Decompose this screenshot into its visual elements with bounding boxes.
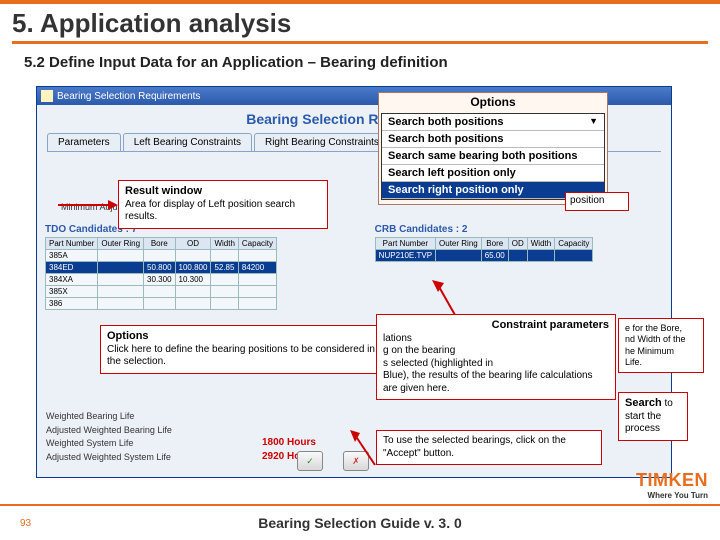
callout-constraint-side: e for the Bore, nd Width of the he Minim… (618, 318, 704, 373)
slide-footer: 93 Bearing Selection Guide v. 3. 0 (0, 504, 720, 540)
timken-logo: TIMKEN (636, 470, 708, 491)
options-title: Options (379, 93, 607, 111)
callout-options: Options Click here to define the bearing… (100, 325, 396, 374)
brand-block: TIMKEN Where You Turn (636, 470, 708, 500)
right-table: Part NumberOuter RingBoreODWidthCapacity… (375, 237, 594, 262)
callout-body: position (570, 195, 604, 206)
callout-search: Search to start the process (618, 392, 688, 441)
check-icon: ✓ (306, 456, 314, 467)
window-icon (41, 90, 53, 102)
accept-button[interactable]: ✓ (297, 451, 323, 471)
footer-title: Bearing Selection Guide v. 3. 0 (258, 515, 462, 531)
callout-accept: To use the selected bearings, click on t… (376, 430, 602, 465)
table-row[interactable]: 386 (46, 298, 277, 310)
arrow-icon (58, 195, 118, 215)
callout-right-position: position (565, 192, 629, 211)
dropdown-item[interactable]: Search left position only (382, 165, 604, 182)
callout-heading: Result window (125, 185, 321, 199)
page-number: 93 (20, 518, 31, 529)
dropdown-item[interactable]: Search both positions▼ (382, 114, 604, 131)
callout-body: Area for display of Left position search… (125, 199, 321, 224)
tab-right-constraints[interactable]: Right Bearing Constraints (254, 133, 390, 151)
callout-body: Click here to define the bearing positio… (107, 344, 389, 369)
table-row-selected[interactable]: 384ED50.800100.80052.8584200 (46, 262, 277, 274)
timken-tagline: Where You Turn (636, 491, 708, 500)
dropdown-item[interactable]: Search both positions (382, 131, 604, 148)
top-accent-strip (0, 0, 720, 4)
table-row-selected[interactable]: NUP210E.TVP65.00 (375, 250, 593, 262)
callout-heading: Options (107, 330, 389, 344)
callout-heading: Constraint parameters (383, 319, 609, 333)
dropdown-item[interactable]: Search same bearing both positions (382, 148, 604, 165)
right-candidates-header: CRB Candidates : 2 (367, 222, 671, 237)
tab-parameters[interactable]: Parameters (47, 133, 121, 151)
options-panel: Options Search both positions▼ Search bo… (378, 92, 608, 205)
tab-left-constraints[interactable]: Left Bearing Constraints (123, 133, 252, 151)
title-underline (12, 41, 708, 44)
callout-result-window: Result window Area for display of Left p… (118, 180, 328, 229)
table-header-row: Part NumberOuter RingBoreODWidthCapacity (375, 238, 593, 250)
section-title: 5.2 Define Input Data for an Application… (0, 50, 720, 75)
table-row[interactable]: 384XA30.30010.300 (46, 274, 277, 286)
callout-heading: Search (625, 397, 662, 409)
chevron-down-icon: ▼ (589, 116, 598, 126)
callout-body: To use the selected bearings, click on t… (383, 435, 566, 459)
options-dropdown[interactable]: Search both positions▼ Search both posit… (381, 113, 605, 200)
window-title: Bearing Selection Requirements (57, 91, 200, 102)
callout-body: lations g on the bearing s selected (hig… (383, 333, 609, 396)
table-row[interactable]: 385X (46, 286, 277, 298)
left-table: Part NumberOuter RingBoreODWidthCapacity… (45, 237, 277, 310)
life-label-list: Weighted Bearing Life Adjusted Weighted … (46, 410, 172, 464)
table-row[interactable]: 385A (46, 250, 277, 262)
callout-calculations: Constraint parameters lations g on the b… (376, 314, 616, 400)
slide-title: 5. Application analysis (0, 0, 720, 41)
table-header-row: Part NumberOuter RingBoreODWidthCapacity (46, 238, 277, 250)
